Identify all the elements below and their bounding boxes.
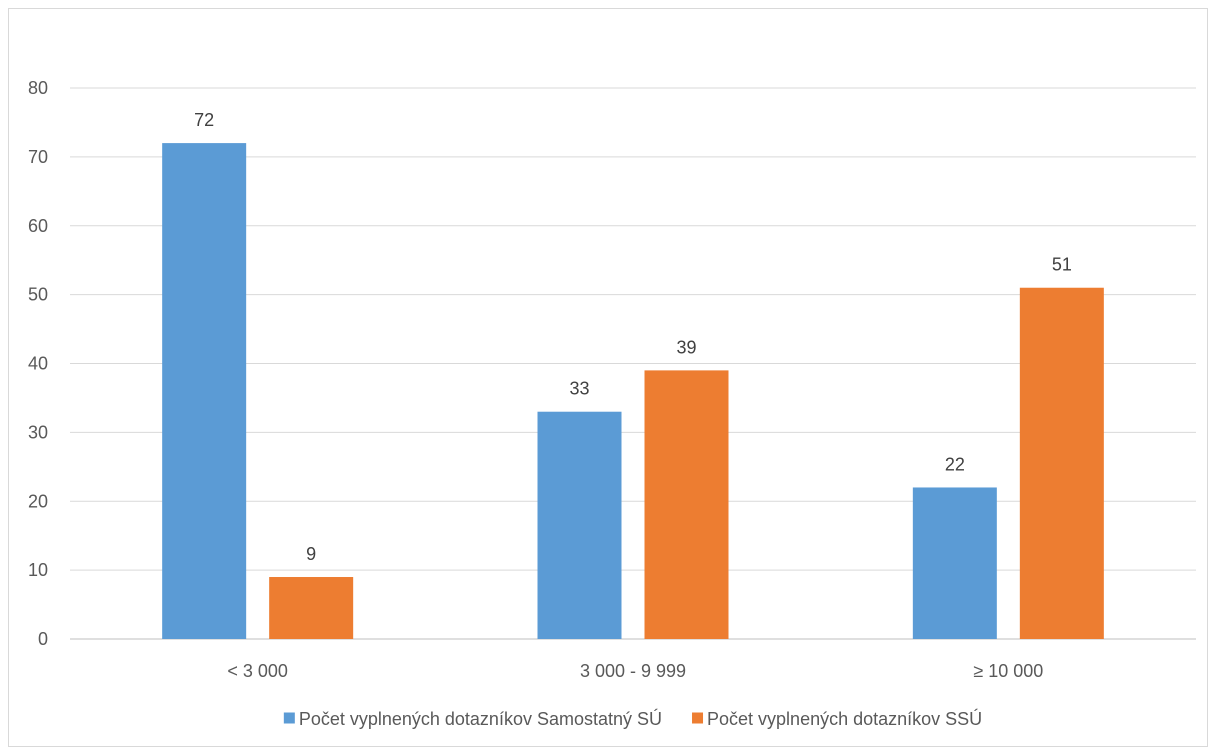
data-label: 33 bbox=[569, 379, 589, 399]
bar bbox=[162, 143, 247, 639]
y-tick-label: 20 bbox=[28, 491, 48, 511]
legend-label: Počet vyplnených dotazníkov Samostatný S… bbox=[299, 708, 662, 729]
legend-item: Počet vyplnených dotazníkov SSÚ bbox=[692, 708, 982, 729]
bars bbox=[162, 143, 1104, 639]
x-axis-tick-labels: < 3 000 3 000 - 9 999 ≥ 10 000 bbox=[227, 661, 1043, 681]
y-tick-label: 80 bbox=[28, 78, 48, 98]
data-label: 39 bbox=[676, 337, 696, 357]
data-label: 22 bbox=[945, 454, 965, 474]
bar bbox=[269, 577, 354, 639]
bar bbox=[644, 370, 729, 639]
bar bbox=[912, 487, 997, 639]
y-tick-label: 0 bbox=[38, 629, 48, 649]
x-tick-label: ≥ 10 000 bbox=[973, 661, 1043, 681]
bar bbox=[537, 411, 622, 639]
legend-item: Počet vyplnených dotazníkov Samostatný S… bbox=[283, 708, 662, 729]
y-axis-tick-labels: 0 10 20 30 40 50 60 70 80 bbox=[28, 78, 48, 649]
y-tick-label: 50 bbox=[28, 285, 48, 305]
data-label: 9 bbox=[306, 544, 316, 564]
gridlines bbox=[70, 87, 1196, 640]
bar bbox=[1019, 287, 1104, 639]
legend-label: Počet vyplnených dotazníkov SSÚ bbox=[707, 708, 982, 729]
legend: Počet vyplnených dotazníkov Samostatný S… bbox=[283, 708, 982, 729]
data-label: 72 bbox=[194, 110, 214, 130]
x-tick-label: < 3 000 bbox=[227, 661, 288, 681]
y-tick-label: 30 bbox=[28, 422, 48, 442]
legend-marker bbox=[283, 712, 295, 724]
data-labels: 72 9 33 39 22 51 bbox=[194, 110, 1072, 564]
legend-marker bbox=[692, 712, 704, 724]
y-tick-label: 10 bbox=[28, 560, 48, 580]
y-tick-label: 40 bbox=[28, 354, 48, 374]
data-label: 51 bbox=[1052, 255, 1072, 275]
x-tick-label: 3 000 - 9 999 bbox=[580, 661, 686, 681]
y-tick-label: 70 bbox=[28, 147, 48, 167]
y-tick-label: 60 bbox=[28, 216, 48, 236]
